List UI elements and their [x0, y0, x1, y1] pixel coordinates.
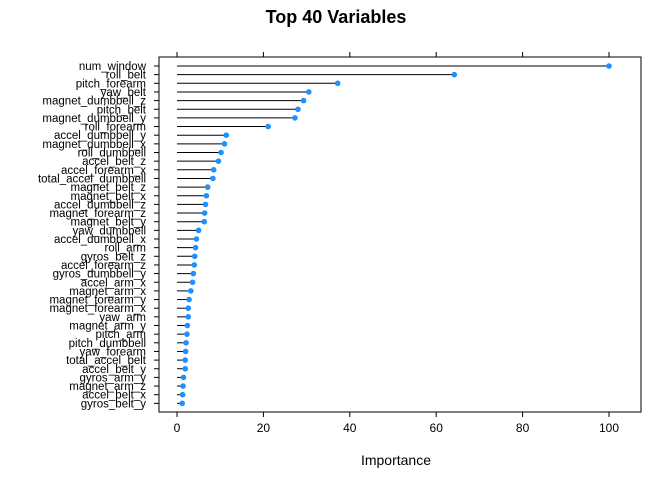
point-roll_belt — [451, 71, 458, 78]
point-magnet_belt_y — [201, 218, 208, 225]
point-total_accel_dumbbell — [210, 175, 216, 182]
stems-group — [177, 65, 609, 404]
x-tick-label-60: 60 — [430, 421, 444, 435]
point-yaw_dumbbell — [195, 227, 202, 234]
var-label-yaw_dumbbell: yaw_dumbbell — [72, 225, 146, 237]
x-tick-label-20: 20 — [257, 421, 271, 435]
point-gyros_belt_z — [191, 253, 198, 260]
var-label-yaw_arm: yaw_arm — [99, 312, 146, 324]
point-gyros_dumbbell_y — [190, 270, 197, 277]
point-magnet_dumbbell_z — [300, 97, 307, 104]
var-label-gyros_dumbbell_y: gyros_dumbbell_y — [53, 269, 147, 281]
point-accel_dumbbell_x — [193, 236, 200, 242]
point-magnet_dumbbell_y — [292, 115, 298, 121]
var-label-accel_arm_x: accel_arm_x — [81, 277, 146, 289]
point-magnet_arm_x — [188, 288, 194, 294]
point-pitch_belt — [295, 106, 301, 113]
point-accel_belt_z — [215, 158, 222, 164]
variable-labels: num_windowroll_beltpitch_forearmyaw_belt… — [38, 61, 159, 410]
var-label-gyros_arm_y: gyros_arm_y — [80, 372, 147, 384]
x-axis-title: Importance — [361, 452, 431, 468]
point-magnet_dumbbell_x — [221, 141, 228, 147]
point-yaw_arm — [185, 314, 192, 320]
var-label-pitch_arm: pitch_arm — [96, 329, 147, 341]
var-label-total_accel_belt: total_accel_belt — [66, 355, 147, 367]
point-magnet_forearm_y — [186, 296, 192, 303]
var-label-magnet_belt_y: magnet_belt_y — [71, 217, 147, 229]
point-magnet_forearm_z — [201, 210, 208, 216]
var-label-magnet_dumbbell_z: magnet_dumbbell_z — [42, 96, 146, 108]
points-group — [179, 63, 612, 407]
var-label-magnet_arm_z: magnet_arm_z — [69, 381, 146, 393]
point-accel_arm_x — [189, 279, 196, 286]
point-total_accel_belt — [182, 357, 189, 363]
x-tick-label-40: 40 — [343, 421, 357, 435]
var-label-gyros_belt_y: gyros_belt_y — [81, 398, 146, 410]
var-label-magnet_forearm_z: magnet_forearm_z — [49, 208, 146, 220]
var-label-magnet_forearm_y: magnet_forearm_y — [49, 295, 146, 307]
point-accel_dumbbell_y — [223, 132, 230, 138]
var-label-magnet_dumbbell_x: magnet_dumbbell_x — [42, 139, 146, 151]
var-label-yaw_belt: yaw_belt — [101, 87, 147, 99]
var-label-roll_arm: roll_arm — [104, 243, 146, 255]
point-magnet_forearm_x — [185, 305, 192, 312]
point-accel_belt_x — [179, 391, 186, 398]
point-yaw_forearm — [182, 348, 189, 355]
x-tick-label-80: 80 — [516, 421, 530, 435]
point-pitch_arm — [184, 331, 190, 337]
point-magnet_arm_z — [180, 383, 186, 389]
point-accel_forearm_z — [191, 262, 198, 268]
point-accel_forearm_x — [210, 167, 217, 173]
top-axis-ticks — [176, 52, 610, 57]
var-label-magnet_forearm_x: magnet_forearm_x — [49, 303, 146, 315]
point-yaw_belt — [305, 89, 312, 95]
x-tick-label-100: 100 — [599, 421, 619, 435]
var-label-accel_forearm_z: accel_forearm_z — [61, 260, 146, 272]
var-label-accel_dumbbell_x: accel_dumbbell_x — [54, 234, 146, 246]
var-label-accel_belt_z: accel_belt_z — [82, 156, 146, 168]
var-label-magnet_belt_z: magnet_belt_z — [71, 182, 147, 194]
point-roll_arm — [192, 244, 199, 251]
chart-title: Top 40 Variables — [266, 7, 407, 27]
point-num_window — [606, 63, 612, 69]
var-label-num_window: num_window — [79, 61, 147, 73]
point-gyros_arm_y — [180, 374, 187, 381]
point-magnet_belt_z — [204, 184, 211, 190]
point-pitch_forearm — [334, 80, 341, 87]
var-label-yaw_forearm: yaw_forearm — [80, 346, 146, 358]
var-label-magnet_dumbbell_y: magnet_dumbbell_y — [42, 113, 146, 125]
var-label-magnet_belt_x: magnet_belt_x — [71, 191, 147, 203]
plot-frame — [158, 56, 642, 413]
var-label-roll_dumbbell: roll_dumbbell — [78, 148, 146, 160]
var-label-accel_dumbbell_y: accel_dumbbell_y — [54, 130, 146, 142]
point-magnet_arm_y — [184, 322, 191, 329]
x-tick-label-0: 0 — [174, 421, 181, 435]
var-label-pitch_belt: pitch_belt — [97, 104, 147, 116]
point-pitch_dumbbell — [183, 340, 189, 346]
point-magnet_belt_x — [203, 192, 210, 199]
var-label-magnet_arm_x: magnet_arm_x — [69, 286, 146, 298]
var-label-accel_belt_y: accel_belt_y — [82, 364, 146, 376]
var-label-accel_belt_x: accel_belt_x — [82, 390, 146, 402]
point-roll_forearm — [265, 123, 271, 130]
point-accel_dumbbell_z — [202, 201, 209, 208]
var-label-accel_dumbbell_z: accel_dumbbell_z — [54, 199, 146, 211]
var-label-roll_forearm: roll_forearm — [85, 122, 146, 134]
var-label-pitch_dumbbell: pitch_dumbbell — [69, 338, 146, 350]
var-label-gyros_belt_z: gyros_belt_z — [81, 251, 146, 263]
var-label-total_accel_dumbbell: total_accel_dumbbell — [38, 173, 146, 185]
var-label-magnet_arm_y: magnet_arm_y — [69, 321, 146, 333]
var-label-pitch_forearm: pitch_forearm — [76, 78, 146, 90]
var-label-roll_belt: roll_belt — [106, 70, 147, 82]
point-accel_belt_y — [182, 365, 189, 372]
var-label-accel_forearm_x: accel_forearm_x — [61, 165, 146, 177]
point-gyros_belt_y — [179, 400, 185, 407]
x-axis-ticks: 0 20 40 60 80 100 — [174, 412, 619, 435]
point-roll_dumbbell — [218, 149, 224, 156]
